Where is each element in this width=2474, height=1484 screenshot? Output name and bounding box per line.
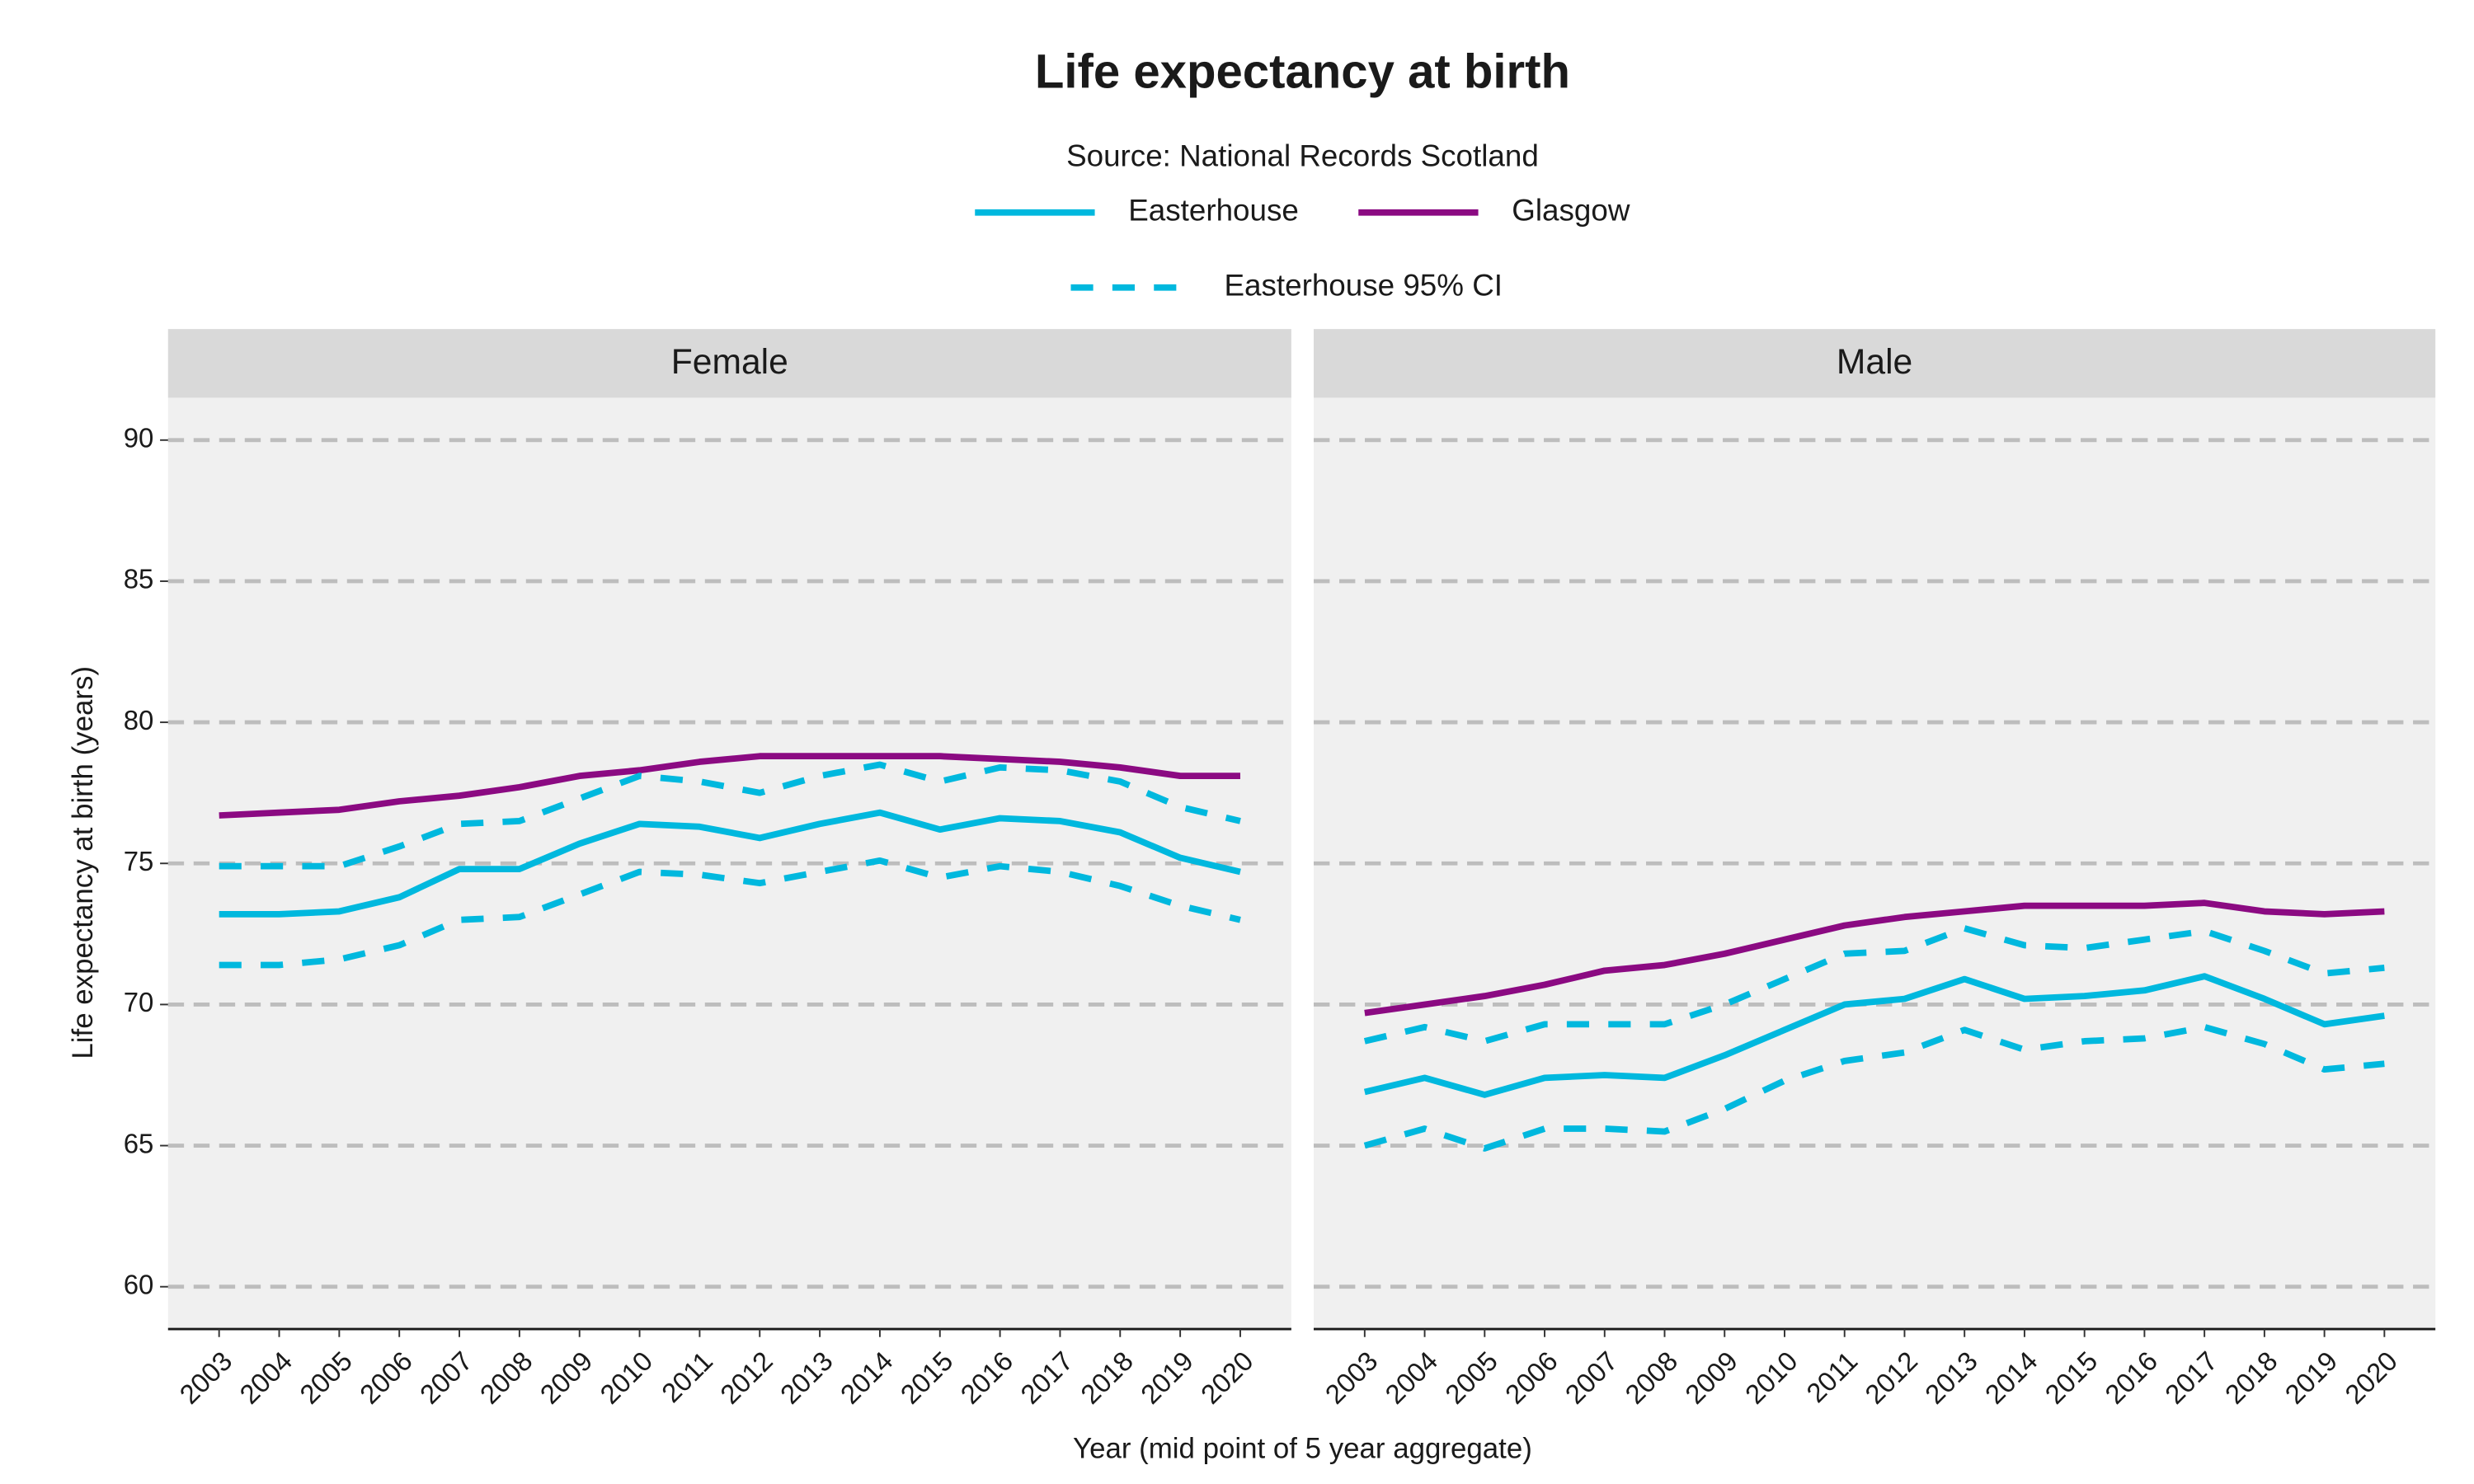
x-tick-label: 2016 bbox=[954, 1345, 1018, 1410]
x-tick-label: 2003 bbox=[173, 1345, 238, 1410]
line bbox=[1364, 899, 2385, 1017]
line bbox=[1363, 925, 2385, 1045]
chart-title: Life expectancy at birth bbox=[1035, 45, 1570, 98]
x-tick-label: 2010 bbox=[1739, 1345, 1804, 1410]
y-tick-label: 85 bbox=[124, 564, 154, 594]
x-axis-label: Year (mid point of 5 year aggregate) bbox=[1073, 1433, 1532, 1465]
x-tick-label: 2009 bbox=[1679, 1345, 1743, 1410]
chart-subtitle: Source: National Records Scotland bbox=[1066, 139, 1539, 173]
x-tick-label: 2011 bbox=[1800, 1345, 1863, 1408]
x-tick-label: 2015 bbox=[895, 1345, 959, 1410]
x-tick-label: 2003 bbox=[1319, 1345, 1384, 1410]
x-tick-label: 2006 bbox=[1499, 1345, 1564, 1410]
x-tick-label: 2004 bbox=[233, 1345, 298, 1410]
x-tick-label: 2006 bbox=[354, 1345, 418, 1410]
y-tick-label: 90 bbox=[124, 423, 154, 453]
x-tick-label: 2013 bbox=[1919, 1345, 1983, 1410]
x-tick-label: 2019 bbox=[1135, 1345, 1199, 1410]
x-tick-label: 2005 bbox=[1439, 1345, 1503, 1410]
line bbox=[219, 857, 1241, 969]
x-tick-label: 2018 bbox=[1075, 1345, 1139, 1410]
panel-title: Female bbox=[671, 342, 788, 382]
x-tick-label: 2007 bbox=[1559, 1345, 1624, 1410]
line bbox=[219, 809, 1241, 918]
y-tick-label: 70 bbox=[124, 987, 154, 1017]
line bbox=[1363, 973, 2385, 1098]
x-tick-label: 2012 bbox=[714, 1345, 778, 1410]
x-tick-label: 2014 bbox=[1979, 1345, 2044, 1410]
legend-label: Glasgow bbox=[1512, 193, 1630, 227]
x-tick-label: 2013 bbox=[774, 1345, 839, 1410]
x-tick-label: 2020 bbox=[1195, 1345, 1259, 1410]
y-tick-label: 75 bbox=[124, 846, 154, 876]
line bbox=[219, 753, 1240, 819]
legend-label: Easterhouse bbox=[1128, 193, 1299, 227]
strip bbox=[1314, 329, 2436, 398]
y-tick-label: 60 bbox=[124, 1269, 154, 1299]
x-tick-label: 2011 bbox=[656, 1345, 718, 1408]
x-tick-label: 2015 bbox=[2039, 1345, 2103, 1410]
y-tick-label: 80 bbox=[124, 705, 154, 735]
x-tick-label: 2014 bbox=[835, 1345, 899, 1410]
x-tick-label: 2009 bbox=[534, 1345, 598, 1410]
x-tick-label: 2016 bbox=[2099, 1345, 2163, 1410]
x-tick-label: 2007 bbox=[414, 1345, 478, 1410]
panel-title: Male bbox=[1837, 342, 1912, 382]
x-tick-label: 2012 bbox=[1859, 1345, 1923, 1410]
x-tick-label: 2017 bbox=[2159, 1345, 2223, 1410]
line bbox=[219, 761, 1241, 870]
x-tick-label: 2010 bbox=[594, 1345, 658, 1410]
line bbox=[1363, 1023, 2385, 1152]
x-tick-label: 2017 bbox=[1014, 1345, 1079, 1410]
x-tick-label: 2008 bbox=[1619, 1345, 1683, 1410]
y-tick-label: 65 bbox=[124, 1128, 154, 1158]
x-tick-label: 2008 bbox=[474, 1345, 539, 1410]
legend-label: Easterhouse 95% CI bbox=[1224, 268, 1503, 302]
x-tick-label: 2005 bbox=[294, 1345, 358, 1410]
x-tick-label: 2018 bbox=[2219, 1345, 2284, 1410]
y-axis-label: Life expectancy at birth (years) bbox=[67, 666, 99, 1059]
x-tick-label: 2019 bbox=[2279, 1345, 2343, 1410]
x-tick-label: 2004 bbox=[1379, 1345, 1443, 1410]
strip bbox=[167, 329, 1291, 398]
x-tick-label: 2020 bbox=[2339, 1345, 2403, 1410]
